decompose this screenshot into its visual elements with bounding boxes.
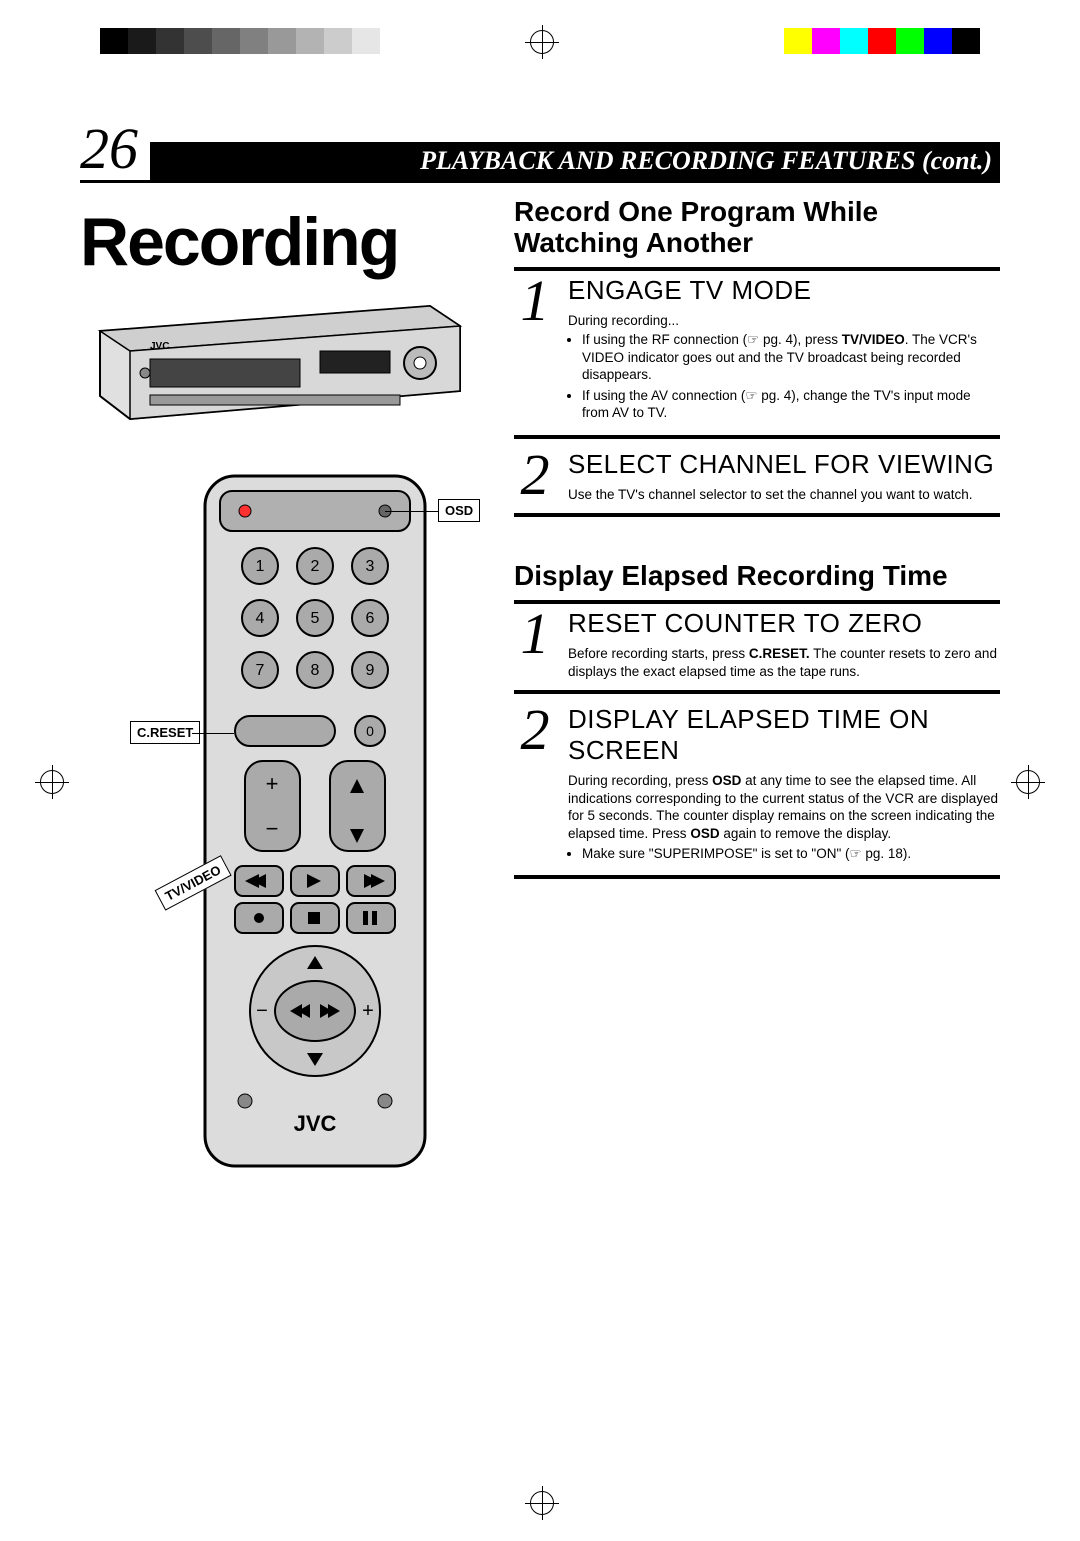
step-title: RESET COUNTER TO ZERO [568, 608, 1000, 639]
reg-mark-left [40, 770, 64, 794]
svg-text:−: − [266, 816, 279, 841]
svg-text:+: + [362, 1000, 374, 1022]
page-header: 26 PLAYBACK AND RECORDING FEATURES (cont… [80, 120, 1000, 183]
svg-text:9: 9 [366, 662, 375, 679]
reg-mark-top [530, 30, 554, 54]
header-title: PLAYBACK AND RECORDING FEATURES (cont.) [150, 142, 1000, 180]
svg-text:0: 0 [366, 723, 374, 739]
step-number: 2 [514, 704, 556, 865]
step-text: Use the TV's channel selector to set the… [568, 486, 1000, 504]
reg-mark-bottom [530, 1491, 554, 1515]
grayscale-bar [100, 28, 380, 54]
step-title: SELECT CHANNEL FOR VIEWING [568, 449, 1000, 480]
main-title: Recording [80, 203, 490, 281]
svg-text:+: + [266, 771, 279, 796]
svg-text:7: 7 [256, 662, 265, 679]
svg-text:5: 5 [311, 610, 320, 627]
step-row: 2DISPLAY ELAPSED TIME ON SCREENDuring re… [514, 704, 1000, 879]
reg-mark-right [1016, 770, 1040, 794]
step-row: 2 SELECT CHANNEL FOR VIEWING Use the TV's … [514, 449, 1000, 518]
callout-creset: C.RESET [130, 721, 200, 744]
page-number: 26 [80, 120, 138, 180]
svg-text:1: 1 [256, 558, 265, 575]
svg-text:6: 6 [366, 610, 375, 627]
svg-text:JVC: JVC [150, 341, 169, 352]
crop-marks-bottom [0, 1461, 1080, 1541]
step-title: ENGAGE TV MODE [568, 275, 1000, 306]
step-number: 1 [514, 275, 556, 425]
step-row: 1 ENGAGE TV MODE During recording...If usi… [514, 275, 1000, 439]
svg-text:4: 4 [256, 610, 265, 627]
svg-text:−: − [256, 1000, 268, 1022]
svg-text:2: 2 [311, 558, 320, 575]
svg-text:8: 8 [311, 662, 320, 679]
step-number: 2 [514, 449, 556, 504]
callout-osd: OSD [438, 499, 480, 522]
step-text: During recording, press OSD at any time … [568, 772, 1000, 862]
step-text: During recording...If using the RF conne… [568, 312, 1000, 422]
section-a-heading: Record One Program While Watching Anothe… [514, 197, 1000, 259]
remote-illustration: 1 2 3 4 5 6 7 8 9 0 + − [80, 471, 460, 1201]
vcr-illustration: JVC [90, 301, 470, 431]
step-text: Before recording starts, press C.RESET. … [568, 645, 1000, 680]
color-bar [784, 28, 980, 54]
svg-text:3: 3 [366, 558, 375, 575]
remote-brand: JVC [294, 1111, 337, 1136]
crop-marks-top [0, 0, 1080, 80]
step-title: DISPLAY ELAPSED TIME ON SCREEN [568, 704, 1000, 766]
section-b-heading: Display Elapsed Recording Time [514, 561, 1000, 592]
step-number: 1 [514, 608, 556, 680]
step-row: 1 RESET COUNTER TO ZERO Before recording s… [514, 608, 1000, 694]
